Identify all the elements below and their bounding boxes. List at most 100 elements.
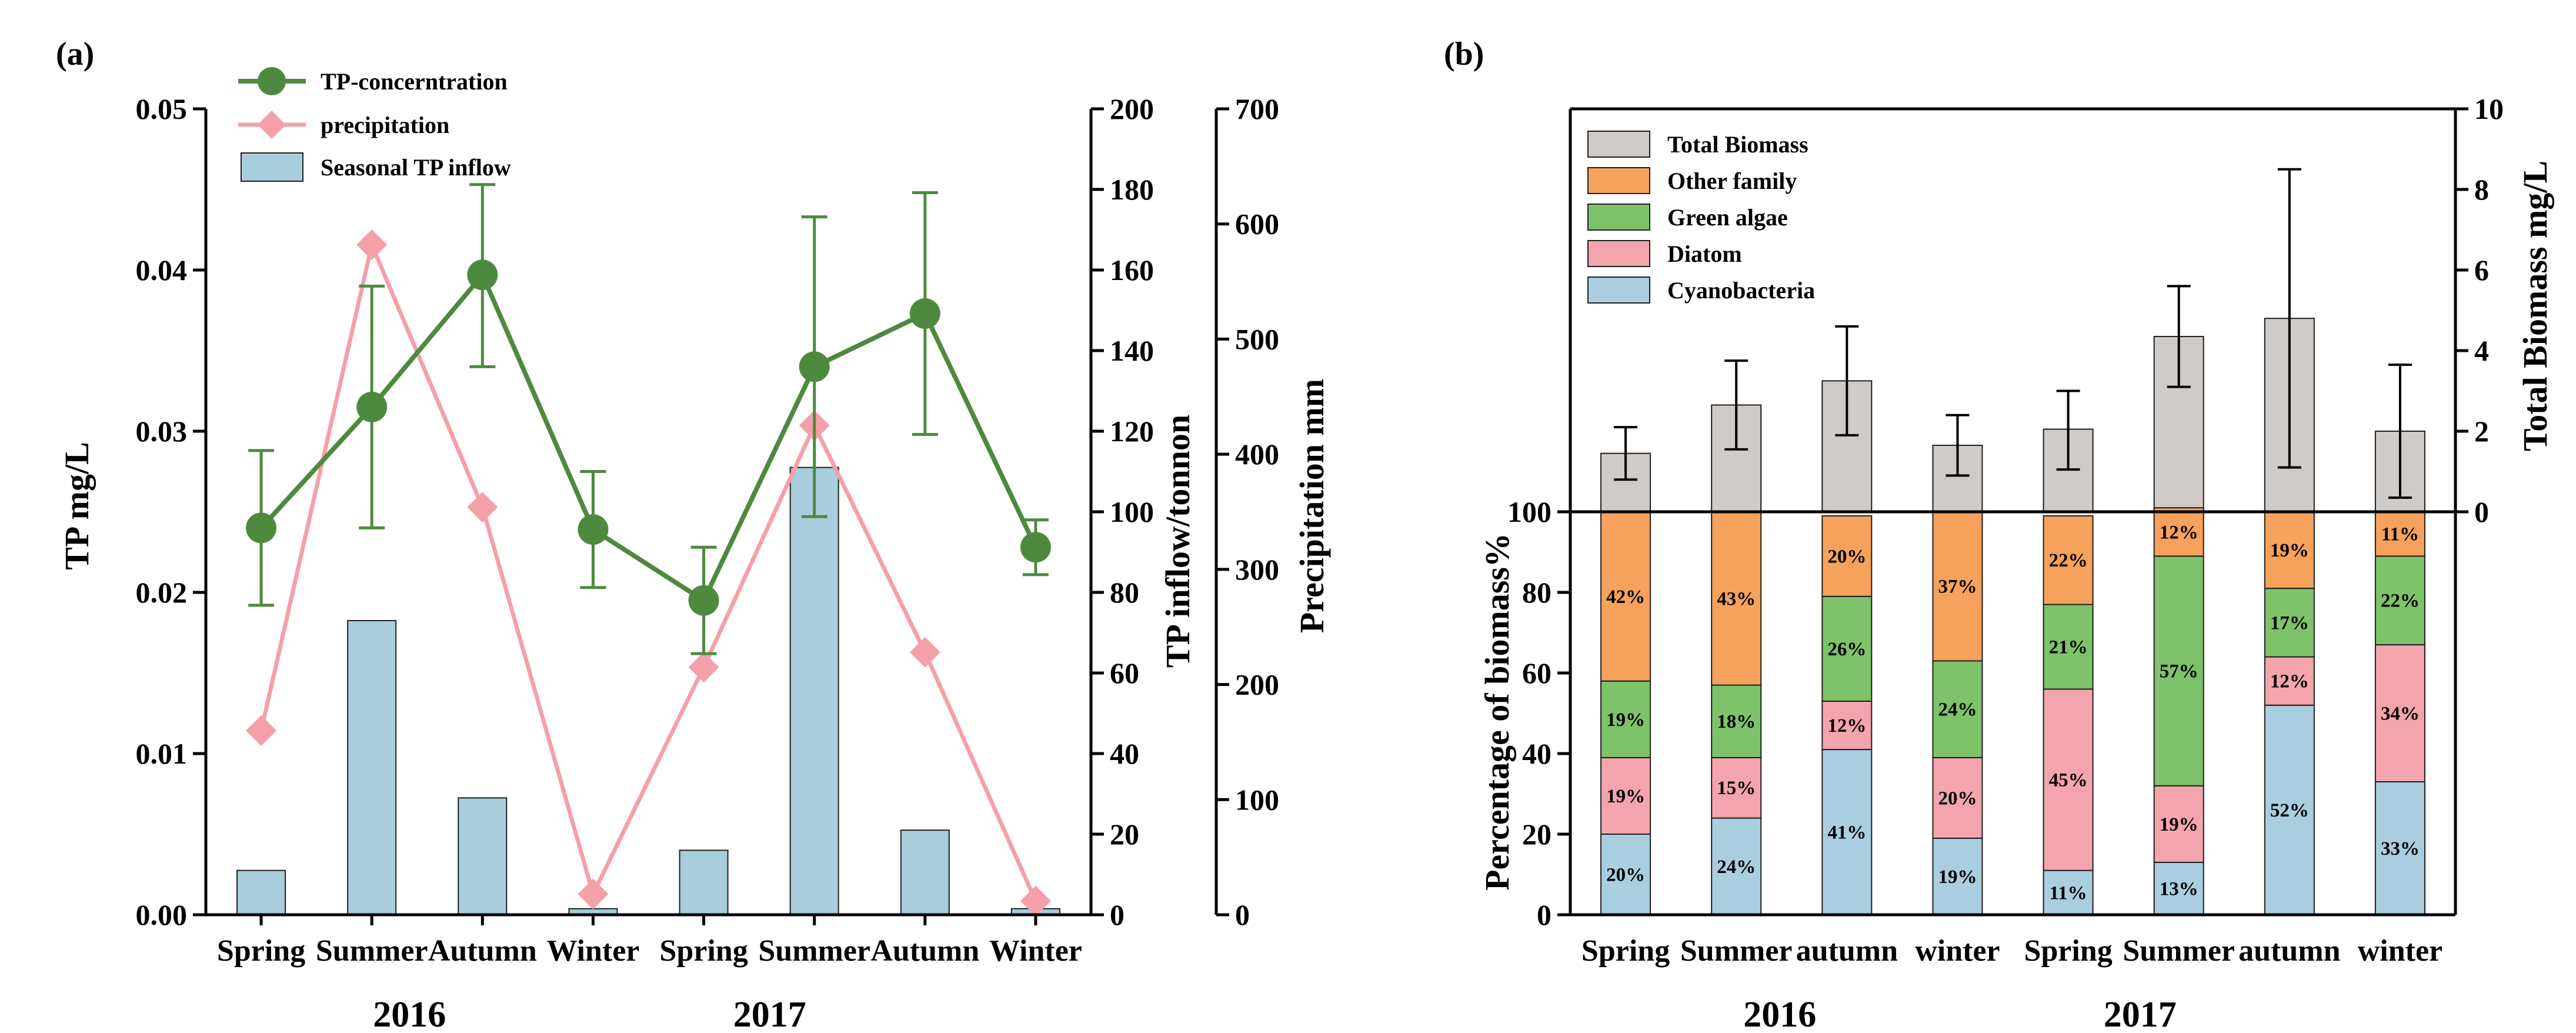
percentage-axis-tick-label: 80	[1522, 576, 1551, 609]
legend-green-algae-swatch	[1587, 204, 1650, 231]
green-algae-segment	[2153, 555, 2204, 787]
diatom-percent-label: 45%	[2049, 770, 2088, 791]
panel-b-year-2017-label: 2017	[2104, 995, 2177, 1033]
precipitation-point	[909, 637, 940, 668]
tp-inflow-axis-tick-label: 140	[1110, 334, 1154, 367]
precipitation-axis-tick-label: 600	[1235, 208, 1279, 241]
panel-a-legend: TP-concerntration precipitation Seasonal T…	[238, 67, 511, 182]
tp-inflow-axis-tick-label: 80	[1110, 576, 1139, 609]
total-biomass-axis-tick-label: 4	[2474, 334, 2489, 367]
cyanobacteria-percent-label: 13%	[2160, 878, 2198, 899]
tp-concentration-point	[1020, 532, 1051, 563]
diatom-segment	[1932, 757, 1983, 839]
cyanobacteria-percent-label: 20%	[1606, 865, 1645, 886]
precipitation-point	[246, 715, 277, 746]
green-algae-segment	[1600, 680, 1651, 758]
other-family-percent-label: 19%	[2270, 540, 2309, 561]
cyanobacteria-segment	[2374, 781, 2425, 915]
tp-axis-tick-label: 0.01	[136, 737, 188, 770]
green-algae-percent-label: 26%	[1827, 639, 1866, 660]
tp-inflow-bar	[347, 619, 397, 915]
diatom-segment	[2264, 656, 2315, 706]
percentage-axis-tick-label: 100	[1507, 495, 1551, 528]
diatom-segment	[2374, 644, 2425, 782]
legend-total-biomass-swatch	[1587, 131, 1650, 158]
other-family-segment	[2153, 507, 2204, 557]
diatom-percent-label: 20%	[1938, 788, 1977, 809]
total-biomass-axis-tick-label: 0	[2474, 495, 2489, 528]
tp-inflow-bar	[900, 829, 950, 916]
tp-concentration-point	[246, 512, 277, 544]
tp-axis-tick-label: 0.03	[136, 415, 188, 448]
tp-inflow-bar	[458, 797, 508, 915]
precipitation-axis-tick-label: 0	[1235, 898, 1250, 931]
legend-other-family-swatch	[1587, 167, 1650, 194]
tp-axis-tick-label: 0.00	[136, 898, 188, 931]
percentage-axis-tick-label: 60	[1522, 657, 1551, 689]
tp-inflow-axis-tick-label: 100	[1110, 495, 1154, 528]
percentage-axis-tick-label: 20	[1522, 818, 1551, 851]
other-family-segment	[1821, 515, 1873, 597]
precipitation-axis-title: Precipitation mm	[1293, 379, 1331, 633]
panel-a-season-label: Autumn	[870, 934, 979, 968]
diatom-segment	[2043, 688, 2094, 871]
green-algae-segment	[2374, 555, 2425, 646]
tp-inflow-bar	[789, 466, 839, 915]
legend-tp-label: TP-concerntration	[321, 68, 508, 95]
tp-inflow-axis-tick-label: 160	[1110, 254, 1154, 286]
cyanobacteria-percent-label: 52%	[2270, 800, 2309, 821]
tp-concentration-series	[246, 183, 1051, 655]
legend-precipitation-label: precipitation	[321, 112, 449, 138]
legend-cyanobacteria-swatch	[1587, 276, 1650, 304]
other-family-percent-label: 22%	[2049, 550, 2088, 571]
legend-other-family-label: Other family	[1667, 168, 1797, 194]
panel-a-year-2017-label: 2017	[733, 995, 806, 1033]
panel-b: (b) 20%19%19%42%24%15%18%43%41%12%26%20%…	[1444, 36, 2554, 1033]
total-biomass-axis-tick-label: 8	[2474, 173, 2489, 206]
tp-axis-tick-label: 0.04	[136, 254, 188, 286]
green-algae-percent-label: 21%	[2049, 637, 2088, 658]
diatom-segment	[1711, 757, 1762, 819]
diatom-percent-label: 34%	[2381, 704, 2420, 725]
tp-inflow-axis-tick-label: 200	[1110, 92, 1154, 125]
diatom-segment	[2153, 785, 2204, 863]
biomass-stacked-bars: 20% 19% 19% 42% 24% 15% 18% 43% 41% 12% 26% 20% 19% 2…	[1600, 507, 2425, 916]
panel-a-season-label: Autumn	[428, 934, 537, 968]
panel-b-label: (b)	[1444, 36, 1484, 72]
green-algae-segment	[2043, 604, 2094, 690]
percentage-axis-tick-label: 40	[1522, 737, 1551, 770]
tp-concentration-point	[578, 514, 609, 545]
panel-b-season-label: autumn	[2238, 934, 2340, 968]
green-algae-percent-label: 57%	[2160, 661, 2198, 682]
tp-concentration-line	[259, 270, 1038, 604]
other-family-segment	[1932, 511, 1983, 662]
other-family-segment	[1600, 511, 1651, 682]
cyanobacteria-segment	[1932, 837, 1983, 915]
green-algae-segment	[2264, 588, 2315, 658]
legend-inflow-label: Seasonal TP inflow	[321, 154, 511, 181]
tp-inflow-bar	[679, 849, 729, 916]
green-algae-segment	[1821, 595, 1873, 702]
tp-axis-tick-label: 0.05	[136, 92, 188, 125]
legend-inflow-swatch	[241, 152, 303, 182]
legend-cyanobacteria-label: Cyanobacteria	[1667, 277, 1815, 304]
tp-inflow-axis-tick-label: 40	[1110, 737, 1139, 770]
other-family-segment	[1711, 511, 1762, 686]
cyanobacteria-segment	[2043, 869, 2094, 916]
panel-a-year-2016-label: 2016	[373, 995, 446, 1033]
green-algae-percent-label: 18%	[1717, 711, 1756, 732]
tp-inflow-axis-tick-label: 20	[1110, 818, 1139, 851]
diatom-percent-label: 12%	[2270, 671, 2309, 692]
panel-a: (a) 0.00 0.01 0.02 0.03 0.04 0.05 Spring Summer…	[56, 36, 1331, 1033]
tp-inflow-axis-tick-label: 60	[1110, 657, 1139, 689]
total-biomass-axis-tick-label: 6	[2474, 254, 2489, 286]
diatom-percent-label: 15%	[1717, 778, 1756, 799]
legend-total-biomass-label: Total Biomass	[1667, 131, 1808, 158]
total-biomass-axis-title: Total Biomass mg/L	[2516, 161, 2554, 451]
precipitation-axis-tick-label: 100	[1235, 783, 1279, 816]
panel-a-season-label: Winter	[546, 934, 639, 968]
cyanobacteria-segment	[2153, 861, 2204, 915]
precipitation-point	[467, 492, 498, 523]
